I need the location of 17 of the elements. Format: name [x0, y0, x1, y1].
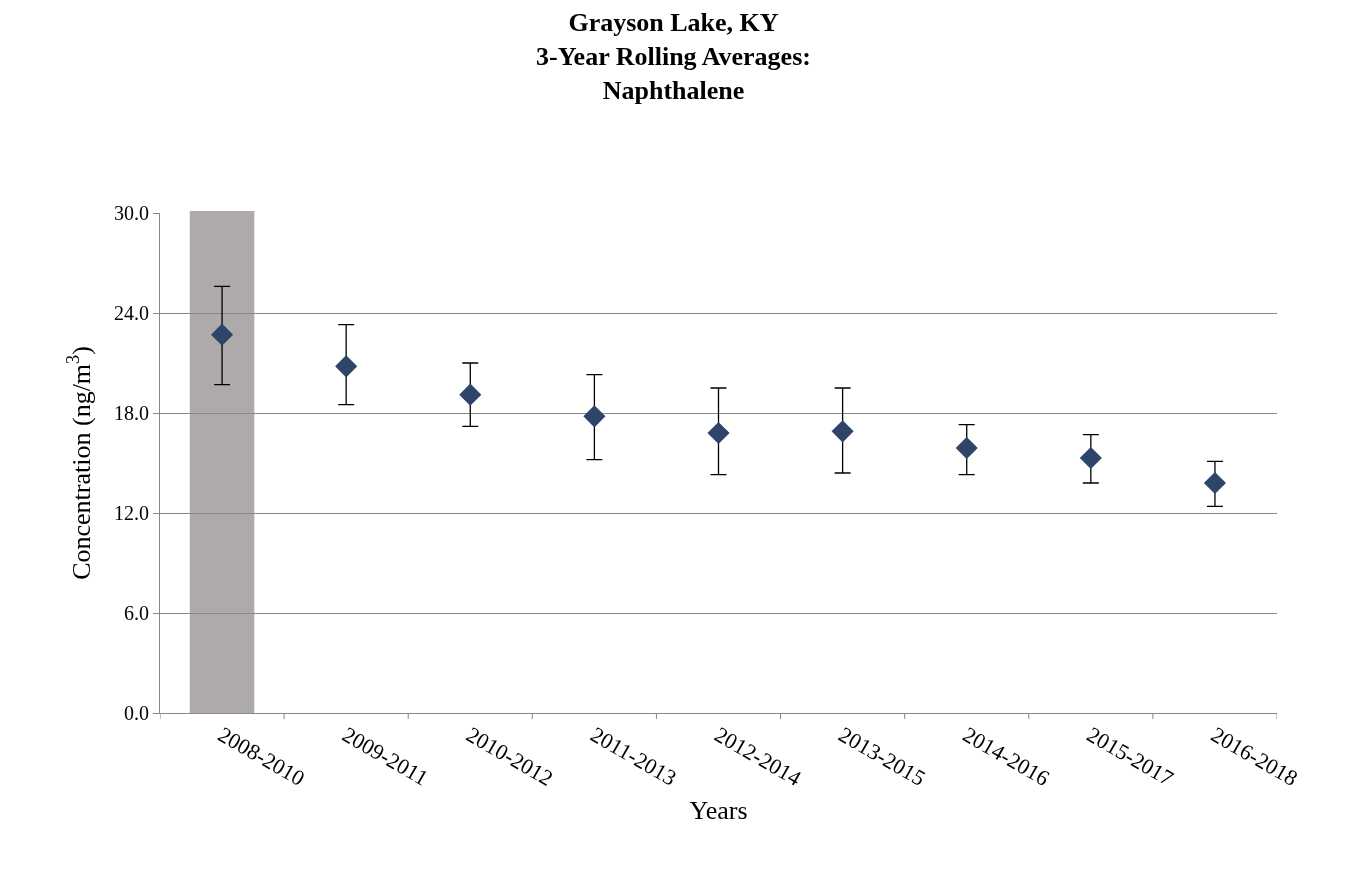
- y-tick-label: 0.0: [124, 702, 149, 724]
- point: [707, 421, 730, 445]
- point: [583, 405, 606, 428]
- y-tick-label: 12.0: [114, 502, 149, 524]
- point: [1203, 471, 1226, 495]
- y-tick-label: 24.0: [114, 302, 149, 324]
- point: [211, 323, 234, 346]
- point: [831, 420, 854, 443]
- y-tick-label: 6.0: [124, 602, 149, 624]
- y-tick-label: 18.0: [114, 402, 149, 424]
- point: [955, 436, 978, 460]
- x-axis-title: Years: [689, 795, 748, 825]
- point: [335, 355, 358, 378]
- y-tick-label: 30.0: [114, 202, 149, 224]
- point: [459, 383, 482, 406]
- point: [1079, 446, 1102, 470]
- chart-title: Grayson Lake, KY 3-Year Rolling Averages: Naphthalene: [536, 7, 811, 105]
